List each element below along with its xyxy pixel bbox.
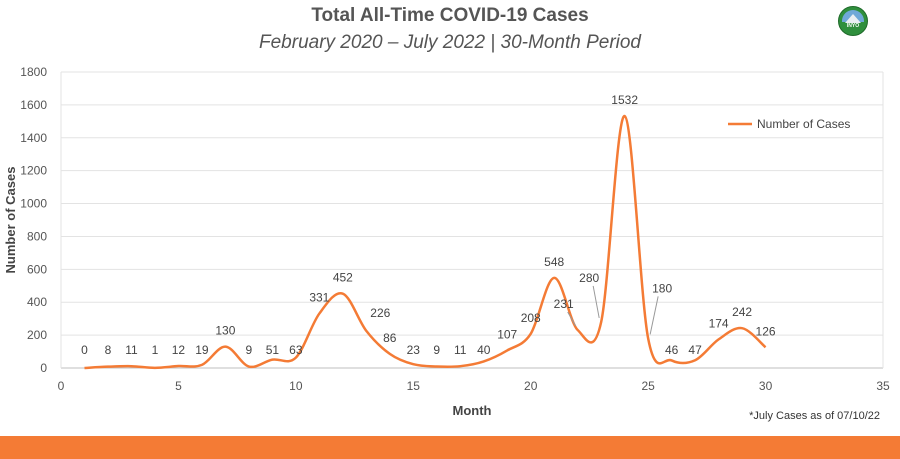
x-tick-label: 0 <box>58 379 65 393</box>
y-tick-label: 1200 <box>20 164 47 178</box>
x-tick-label: 35 <box>876 379 890 393</box>
data-label: 8 <box>105 343 112 357</box>
y-tick-label: 200 <box>27 328 47 342</box>
data-label: 11 <box>125 343 138 357</box>
data-label: 130 <box>215 324 235 338</box>
y-tick-label: 1400 <box>20 131 47 145</box>
y-tick-label: 400 <box>27 295 47 309</box>
data-label: 47 <box>688 343 702 357</box>
data-label: 11 <box>454 343 467 357</box>
data-label: 51 <box>266 343 280 357</box>
data-label: 231 <box>554 297 574 311</box>
y-tick-label: 1600 <box>20 98 47 112</box>
y-axis-ticks: 0 200 400 600 800 1000 1200 1400 1600 1800 <box>20 65 47 375</box>
data-label: 1 <box>152 343 159 357</box>
data-label: 280 <box>579 271 599 285</box>
data-label: 174 <box>709 316 729 330</box>
footnote: *July Cases as of 07/10/22 <box>749 410 880 422</box>
data-label: 19 <box>195 343 209 357</box>
logo-mountain-icon <box>845 14 861 23</box>
y-tick-label: 800 <box>27 229 47 243</box>
y-tick-label: 1000 <box>20 197 47 211</box>
legend-label: Number of Cases <box>757 117 850 131</box>
county-logo: INYO <box>838 6 868 36</box>
data-label: 46 <box>665 343 679 357</box>
data-label: 180 <box>652 281 672 295</box>
x-tick-label: 10 <box>289 379 303 393</box>
x-tick-label: 30 <box>759 379 773 393</box>
chart-title: Total All-Time COVID-19 Cases <box>311 5 589 26</box>
data-label-leader <box>649 296 659 335</box>
series-line <box>84 114 767 370</box>
gridlines <box>60 71 884 369</box>
data-label: 9 <box>433 343 440 357</box>
legend: Number of Cases <box>728 117 850 131</box>
x-tick-label: 5 <box>175 379 182 393</box>
x-axis-ticks: 0 5 10 15 20 25 30 35 <box>58 379 890 393</box>
x-tick-label: 25 <box>641 379 655 393</box>
data-label: 107 <box>497 327 517 341</box>
data-label: 40 <box>477 343 491 357</box>
data-label: 9 <box>246 343 253 357</box>
y-axis-label: Number of Cases <box>3 167 18 274</box>
y-tick-label: 600 <box>27 262 47 276</box>
data-label: 226 <box>370 306 390 320</box>
data-label: 331 <box>309 291 329 305</box>
y-tick-label: 1800 <box>20 65 47 79</box>
data-label: 548 <box>544 255 564 269</box>
data-label: 126 <box>756 324 776 338</box>
data-label: 63 <box>289 343 303 357</box>
footer-bar <box>0 436 900 459</box>
data-label: 242 <box>732 305 752 319</box>
data-label: 452 <box>333 271 353 285</box>
y-tick-label: 0 <box>40 361 47 375</box>
data-label: 1532 <box>611 93 638 107</box>
x-axis-label: Month <box>453 403 492 418</box>
chart-subtitle: February 2020 – July 2022 | 30-Month Per… <box>259 32 641 53</box>
data-label: 86 <box>383 331 397 345</box>
x-tick-label: 15 <box>407 379 421 393</box>
data-label-leader <box>592 285 600 319</box>
data-label: 12 <box>172 343 186 357</box>
x-tick-label: 20 <box>524 379 538 393</box>
data-label-leader <box>567 311 577 327</box>
data-label: 23 <box>407 343 421 357</box>
logo-text: INYO <box>846 23 860 29</box>
data-label: 208 <box>521 311 541 325</box>
data-label: 0 <box>81 343 88 357</box>
